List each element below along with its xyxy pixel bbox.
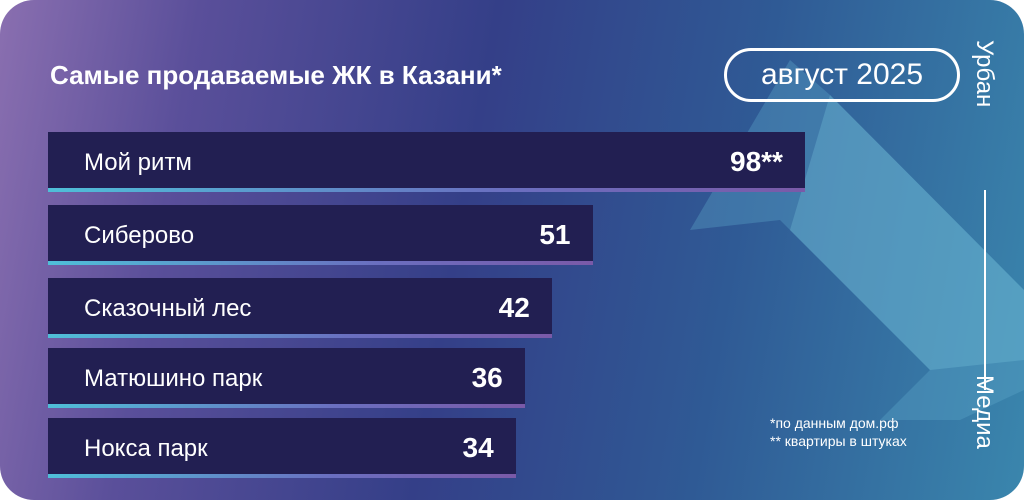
brand-logo: Урбан Медиа <box>960 40 1010 470</box>
bar-accent-stripe <box>48 404 525 408</box>
bar-label: Матюшино парк <box>84 365 263 392</box>
bar-accent-stripe <box>48 261 593 265</box>
footnote-source: *по данным дом.рф <box>770 415 899 431</box>
brand-divider <box>984 190 986 390</box>
bar-value-label: 36 <box>471 362 503 393</box>
bar-label: Сказочный лес <box>84 295 252 322</box>
bar-label: Сиберово <box>84 222 195 249</box>
bar: Нокса парк 34 <box>48 418 516 478</box>
bar: Мой ритм 98** <box>48 132 805 192</box>
bar: Матюшино парк 36 <box>48 348 525 408</box>
bar-label: Мой ритм <box>84 149 192 176</box>
footnotes: *по данным дом.рф ** квартиры в штуках <box>770 414 907 450</box>
chart-title: Самые продаваемые ЖК в Казани* <box>50 60 502 90</box>
bar-value-label: 34 <box>462 432 494 463</box>
brand-top: Урбан <box>971 40 998 108</box>
bar-label: Нокса парк <box>84 435 208 462</box>
footnote-units: ** квартиры в штуках <box>770 433 907 449</box>
bar-accent-stripe <box>48 474 516 478</box>
bar-value-label: 51 <box>539 219 571 250</box>
bar-value-label: 98** <box>730 146 783 177</box>
bar-accent-stripe <box>48 188 805 192</box>
bar-accent-stripe <box>48 334 552 338</box>
bar: Сказочный лес 42 <box>48 278 552 338</box>
period-badge: август 2025 <box>724 48 960 102</box>
bar: Сиберово 51 <box>48 205 593 265</box>
brand-bottom: Медиа <box>971 375 998 449</box>
bar-value-label: 42 <box>498 292 530 323</box>
